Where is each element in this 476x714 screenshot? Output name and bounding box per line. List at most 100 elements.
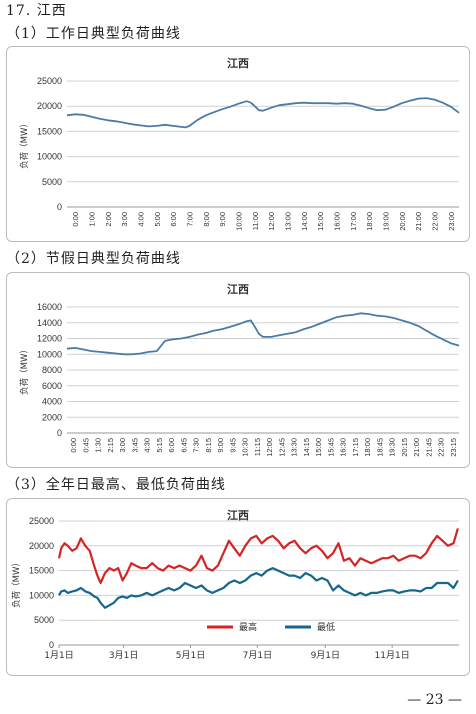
annual-load-chart: 江西 0 5000 10000 15000 20000 25000 负荷（MW） 1月1日 3月1… bbox=[6, 498, 470, 676]
y-tick-label: 0 bbox=[57, 428, 62, 438]
x-tick-label: 1月1日 bbox=[44, 650, 73, 661]
x-tick-label: 2:15 bbox=[106, 438, 115, 453]
legend-label: 最低 bbox=[317, 621, 335, 633]
x-tick-label: 20:15 bbox=[400, 438, 409, 457]
x-tick-label: 8:00 bbox=[202, 212, 211, 227]
x-tick-label: 7:30 bbox=[192, 438, 201, 453]
x-tick-label: 19:00 bbox=[382, 212, 391, 231]
x-tick-label: 13:00 bbox=[284, 212, 293, 231]
x-tick-label: 7月1日 bbox=[243, 650, 272, 661]
y-tick-label: 25000 bbox=[37, 76, 62, 86]
x-tick-label: 11月1日 bbox=[375, 650, 410, 661]
x-tick-label: 1:30 bbox=[94, 438, 103, 453]
x-tick-label: 16:30 bbox=[339, 438, 348, 457]
x-tick-label: 5:15 bbox=[155, 438, 164, 453]
x-tick-label: 8:15 bbox=[204, 438, 213, 453]
x-tick-label: 15:00 bbox=[316, 212, 325, 231]
y-tick-label: 5000 bbox=[42, 177, 62, 187]
x-tick-label: 0:00 bbox=[71, 212, 80, 227]
x-tick-label: 12:00 bbox=[267, 212, 276, 231]
x-tick-label: 3:00 bbox=[118, 438, 127, 453]
x-tick-label: 11:00 bbox=[251, 212, 260, 230]
chart-title: 江西 bbox=[227, 508, 249, 522]
x-tick-label: 11:15 bbox=[253, 438, 262, 456]
x-tick-label: 3:00 bbox=[120, 212, 129, 227]
y-tick-label: 4000 bbox=[42, 397, 62, 407]
x-tick-label: 18:00 bbox=[363, 438, 372, 457]
x-tick-label: 2:00 bbox=[104, 212, 113, 227]
load-line bbox=[66, 312, 460, 356]
load-line bbox=[66, 97, 460, 129]
x-tick-label: 14:00 bbox=[300, 212, 309, 231]
y-tick-label: 5000 bbox=[34, 615, 54, 625]
x-tick-label: 6:00 bbox=[169, 212, 178, 227]
x-tick-label: 18:45 bbox=[375, 438, 384, 457]
x-tick-label: 17:00 bbox=[349, 212, 358, 231]
y-tick-label: 12000 bbox=[37, 334, 62, 344]
x-tick-label: 6:00 bbox=[167, 438, 176, 453]
y-tick-label: 16000 bbox=[37, 302, 62, 312]
y-tick-label: 20000 bbox=[29, 541, 54, 551]
x-tick-label: 3月1日 bbox=[109, 650, 138, 661]
y-tick-label: 20000 bbox=[37, 101, 62, 111]
x-tick-label: 15:45 bbox=[326, 438, 335, 457]
y-tick-label: 10000 bbox=[29, 590, 54, 600]
y-tick-label: 10000 bbox=[37, 152, 62, 162]
y-tick-label: 25000 bbox=[29, 516, 54, 526]
x-tick-label: 22:00 bbox=[431, 212, 440, 231]
y-tick-label: 0 bbox=[57, 202, 62, 212]
x-tick-label: 19:30 bbox=[388, 438, 397, 457]
x-tick-label: 13:30 bbox=[290, 438, 299, 457]
y-axis-label: 负荷（MW） bbox=[11, 558, 22, 608]
x-tick-label: 5:00 bbox=[153, 212, 162, 227]
subtitle-annual: （3）全年日最高、最低负荷曲线 bbox=[6, 477, 226, 493]
x-tick-label: 15:00 bbox=[314, 438, 323, 457]
y-tick-label: 0 bbox=[49, 640, 54, 650]
y-axis-label: 负荷（MW） bbox=[19, 345, 30, 395]
x-tick-label: 21:00 bbox=[412, 438, 421, 457]
holiday-load-chart: 江西 0 2000 4000 6000 8000 10000 12000 14000 16000 负… bbox=[6, 272, 470, 468]
legend-label: 最高 bbox=[239, 621, 257, 633]
x-tick-label: 12:00 bbox=[265, 438, 274, 457]
y-tick-label: 14000 bbox=[37, 318, 62, 328]
y-tick-label: 15000 bbox=[29, 566, 54, 576]
y-tick-label: 10000 bbox=[37, 349, 62, 359]
y-tick-label: 6000 bbox=[42, 381, 62, 391]
chart-title: 江西 bbox=[227, 282, 249, 296]
subtitle-workday: （1）工作日典型负荷曲线 bbox=[6, 26, 181, 42]
x-tick-label: 4:30 bbox=[143, 438, 152, 453]
x-tick-label: 23:00 bbox=[447, 212, 456, 231]
x-tick-label: 23:15 bbox=[449, 438, 458, 457]
x-tick-label: 3:45 bbox=[130, 438, 139, 453]
x-tick-label: 14:15 bbox=[302, 438, 311, 457]
x-tick-label: 4:00 bbox=[137, 212, 146, 227]
series-line-最低 bbox=[58, 566, 459, 609]
x-tick-label: 9:45 bbox=[228, 438, 237, 453]
x-tick-label: 0:00 bbox=[69, 438, 78, 453]
x-tick-label: 22:30 bbox=[437, 438, 446, 457]
section-title: 17. 江西 bbox=[6, 3, 67, 19]
x-tick-label: 5月1日 bbox=[176, 650, 205, 661]
subtitle-holiday: （2）节假日典型负荷曲线 bbox=[6, 251, 181, 267]
x-tick-label: 21:00 bbox=[414, 212, 423, 231]
x-tick-label: 9:00 bbox=[216, 438, 225, 453]
y-tick-label: 8000 bbox=[42, 365, 62, 375]
x-tick-label: 12:45 bbox=[277, 438, 286, 457]
x-tick-label: 16:00 bbox=[333, 212, 342, 231]
y-tick-label: 15000 bbox=[37, 126, 62, 136]
x-tick-label: 18:00 bbox=[365, 212, 374, 231]
x-tick-label: 9月1日 bbox=[311, 650, 340, 661]
series-line-最高 bbox=[57, 528, 459, 585]
x-tick-label: 10:30 bbox=[241, 438, 250, 457]
x-tick-label: 21:45 bbox=[424, 438, 433, 457]
workday-load-chart: 江西 0 5000 10000 15000 20000 25000 负荷（MW） 0:00 1:0… bbox=[6, 46, 470, 242]
x-tick-label: 1:00 bbox=[88, 212, 97, 227]
x-tick-label: 9:00 bbox=[218, 212, 227, 227]
x-tick-label: 7:00 bbox=[186, 212, 195, 227]
y-axis-label: 负荷（MW） bbox=[19, 119, 30, 169]
y-tick-label: 2000 bbox=[42, 412, 62, 422]
chart-title: 江西 bbox=[227, 56, 249, 70]
x-tick-label: 20:00 bbox=[398, 212, 407, 231]
page-number: — 23 — bbox=[407, 692, 462, 708]
x-tick-label: 6:45 bbox=[179, 438, 188, 453]
